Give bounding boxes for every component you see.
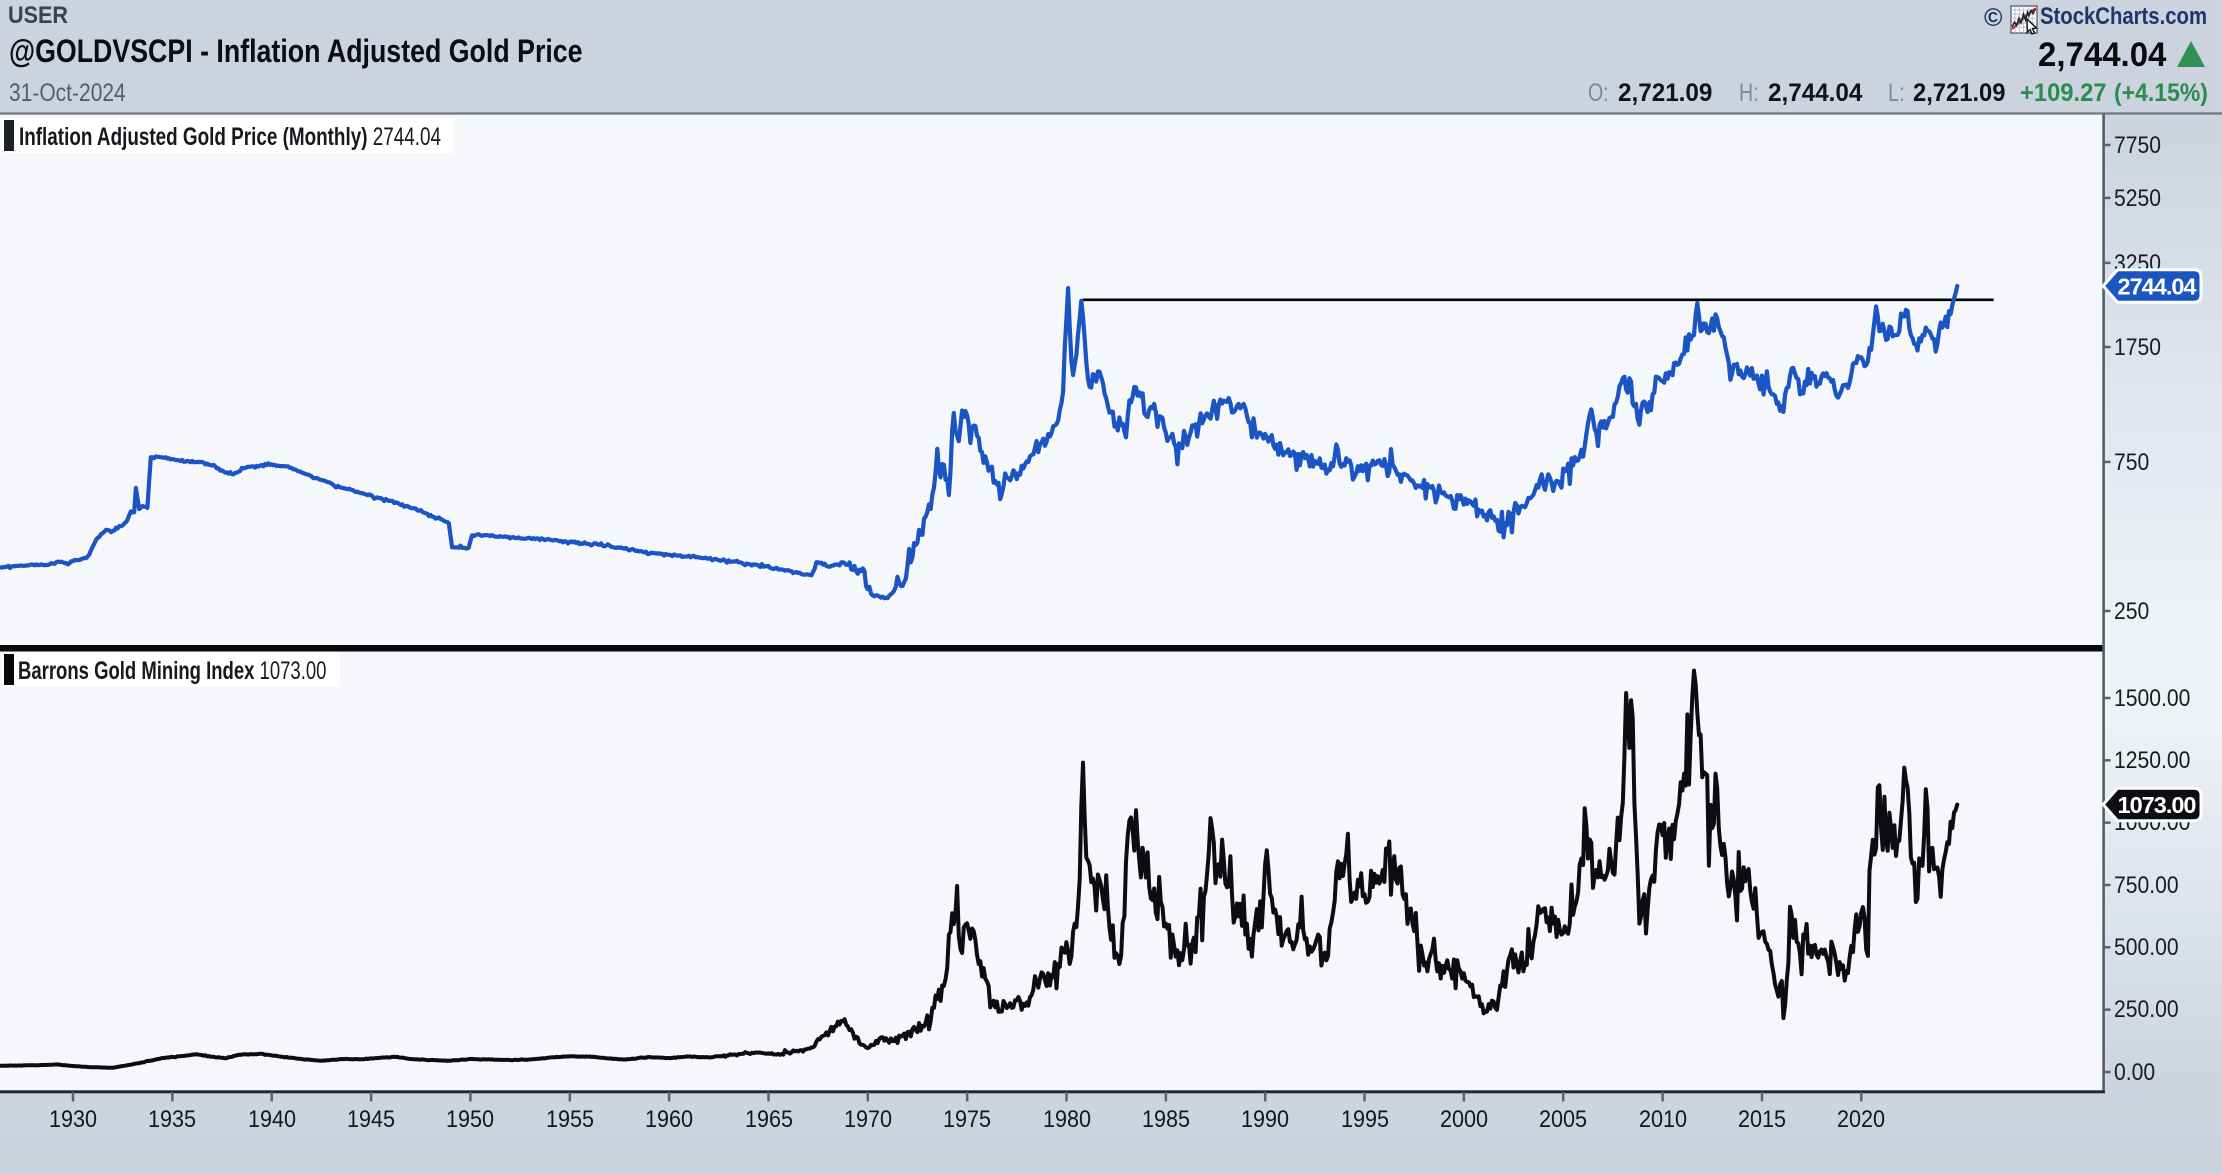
svg-text:2744.04: 2744.04 (2118, 274, 2197, 300)
svg-text:1073.00: 1073.00 (2118, 792, 2197, 818)
